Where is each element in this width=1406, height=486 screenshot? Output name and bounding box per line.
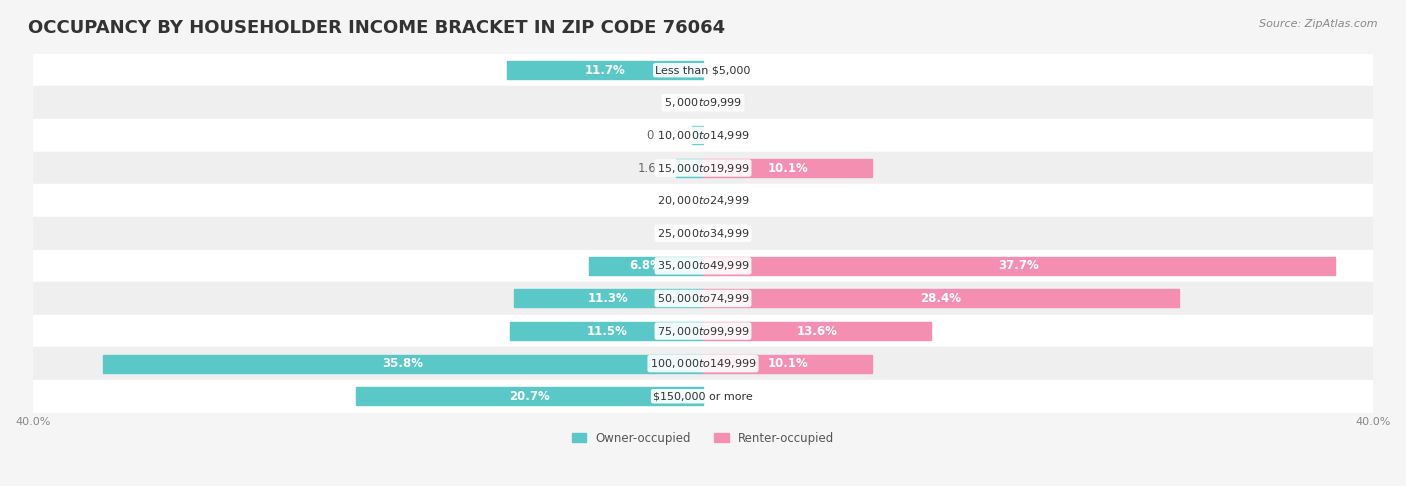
Bar bbox=[510, 322, 703, 340]
Text: 10.1%: 10.1% bbox=[768, 161, 808, 174]
Bar bbox=[103, 355, 703, 373]
Text: Less than $5,000: Less than $5,000 bbox=[655, 65, 751, 75]
Bar bbox=[32, 152, 1374, 184]
Text: 6.8%: 6.8% bbox=[630, 260, 662, 272]
Text: 10.1%: 10.1% bbox=[768, 357, 808, 370]
Bar bbox=[32, 347, 1374, 380]
Text: 11.7%: 11.7% bbox=[585, 64, 626, 77]
Bar bbox=[589, 257, 703, 275]
Bar bbox=[32, 119, 1374, 152]
Text: $35,000 to $49,999: $35,000 to $49,999 bbox=[657, 260, 749, 272]
Text: 11.5%: 11.5% bbox=[586, 325, 627, 338]
Text: Source: ZipAtlas.com: Source: ZipAtlas.com bbox=[1260, 19, 1378, 30]
Text: $15,000 to $19,999: $15,000 to $19,999 bbox=[657, 161, 749, 174]
Bar bbox=[703, 290, 1178, 308]
Text: $5,000 to $9,999: $5,000 to $9,999 bbox=[664, 96, 742, 109]
Bar bbox=[32, 315, 1374, 347]
Legend: Owner-occupied, Renter-occupied: Owner-occupied, Renter-occupied bbox=[567, 427, 839, 450]
Bar bbox=[703, 159, 872, 177]
Text: $50,000 to $74,999: $50,000 to $74,999 bbox=[657, 292, 749, 305]
Text: 35.8%: 35.8% bbox=[382, 357, 423, 370]
Text: OCCUPANCY BY HOUSEHOLDER INCOME BRACKET IN ZIP CODE 76064: OCCUPANCY BY HOUSEHOLDER INCOME BRACKET … bbox=[28, 19, 725, 37]
Text: $100,000 to $149,999: $100,000 to $149,999 bbox=[650, 357, 756, 370]
Bar bbox=[692, 126, 703, 144]
Bar bbox=[508, 61, 703, 79]
Bar bbox=[32, 380, 1374, 413]
Bar bbox=[703, 257, 1334, 275]
Text: $20,000 to $24,999: $20,000 to $24,999 bbox=[657, 194, 749, 207]
Bar bbox=[32, 87, 1374, 119]
Bar bbox=[32, 184, 1374, 217]
Bar bbox=[32, 54, 1374, 87]
Text: 20.7%: 20.7% bbox=[509, 390, 550, 403]
Text: 11.3%: 11.3% bbox=[588, 292, 628, 305]
Bar bbox=[676, 159, 703, 177]
Bar bbox=[356, 387, 703, 405]
Text: 13.6%: 13.6% bbox=[797, 325, 838, 338]
Text: $25,000 to $34,999: $25,000 to $34,999 bbox=[657, 226, 749, 240]
Bar bbox=[513, 290, 703, 308]
Text: 37.7%: 37.7% bbox=[998, 260, 1039, 272]
Text: $75,000 to $99,999: $75,000 to $99,999 bbox=[657, 325, 749, 338]
Bar bbox=[32, 217, 1374, 249]
Text: 1.6%: 1.6% bbox=[638, 161, 668, 174]
Bar bbox=[703, 322, 931, 340]
Bar bbox=[703, 355, 872, 373]
Text: $10,000 to $14,999: $10,000 to $14,999 bbox=[657, 129, 749, 142]
Bar bbox=[32, 282, 1374, 315]
Text: 0.68%: 0.68% bbox=[647, 129, 683, 142]
Bar bbox=[32, 249, 1374, 282]
Text: 28.4%: 28.4% bbox=[921, 292, 962, 305]
Text: $150,000 or more: $150,000 or more bbox=[654, 391, 752, 401]
